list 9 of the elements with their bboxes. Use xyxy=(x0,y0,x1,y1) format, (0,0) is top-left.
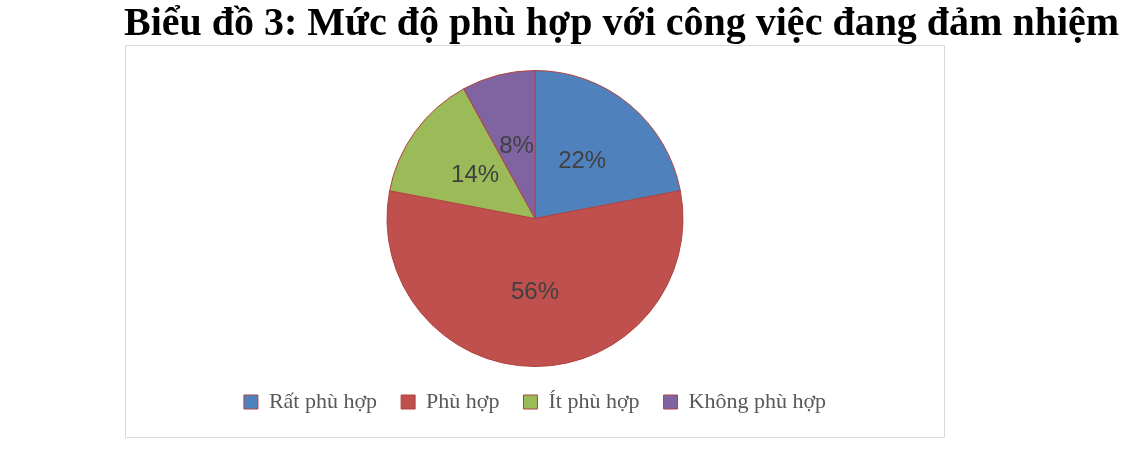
legend-label: Ít phù hợp xyxy=(548,387,640,413)
legend-label: Rất phù hợp xyxy=(268,387,378,413)
data-label: 8% xyxy=(499,131,534,159)
legend-label: Phù hợp xyxy=(426,387,500,413)
chart-title: Biểu đồ 3: Mức độ phù hợp với công việc đang đảm nhiệm xyxy=(124,0,1121,44)
legend-label: Không phù hợp xyxy=(688,387,827,413)
data-label: 22% xyxy=(558,146,607,174)
data-label: 56% xyxy=(510,277,560,305)
data-label: 14% xyxy=(451,159,500,187)
